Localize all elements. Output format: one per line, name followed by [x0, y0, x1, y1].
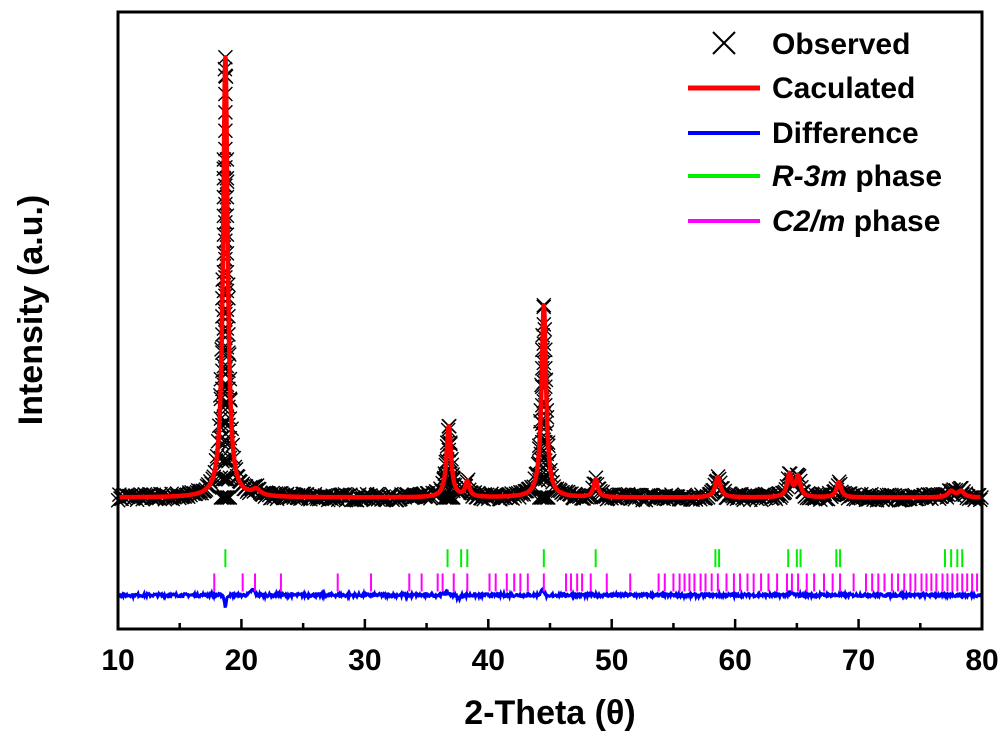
c2m-phase-ticks [213, 573, 979, 592]
legend-difference-label: Difference [772, 117, 919, 150]
x-axis: 10 20 30 40 50 60 70 80 [101, 619, 999, 677]
x-tick-label: 30 [348, 644, 381, 677]
x-tick-label: 20 [225, 644, 258, 677]
x-tick-label: 60 [718, 644, 751, 677]
x-axis-title: 2-Theta (θ) [464, 694, 635, 732]
legend-calculated-label: Caculated [772, 72, 915, 105]
x-tick-label: 80 [965, 644, 998, 677]
legend-c2m-italic: C2/m [772, 205, 845, 238]
legend-r3m-label: R-3m phase [772, 160, 942, 193]
legend-r3m-rest: phase [847, 160, 942, 193]
calculated-series [116, 55, 984, 500]
legend-c2m-label: C2/m phase [772, 205, 940, 238]
difference-series [117, 586, 983, 609]
y-axis-title: Intensity (a.u.) [12, 195, 50, 425]
x-tick-label: 70 [842, 644, 875, 677]
legend-r3m-italic: R-3m [772, 160, 847, 193]
difference-line [117, 586, 983, 609]
legend: Observed Caculated Difference R-3m phase… [688, 28, 942, 238]
legend-observed-label: Observed [772, 28, 910, 61]
x-tick-label: 10 [101, 644, 134, 677]
legend-observed-marker [712, 31, 736, 55]
x-tick-label: 50 [595, 644, 628, 677]
legend-c2m-rest: phase [845, 205, 940, 238]
calculated-line [116, 55, 984, 500]
x-tick-label: 40 [472, 644, 505, 677]
r3m-phase-ticks [224, 549, 964, 568]
